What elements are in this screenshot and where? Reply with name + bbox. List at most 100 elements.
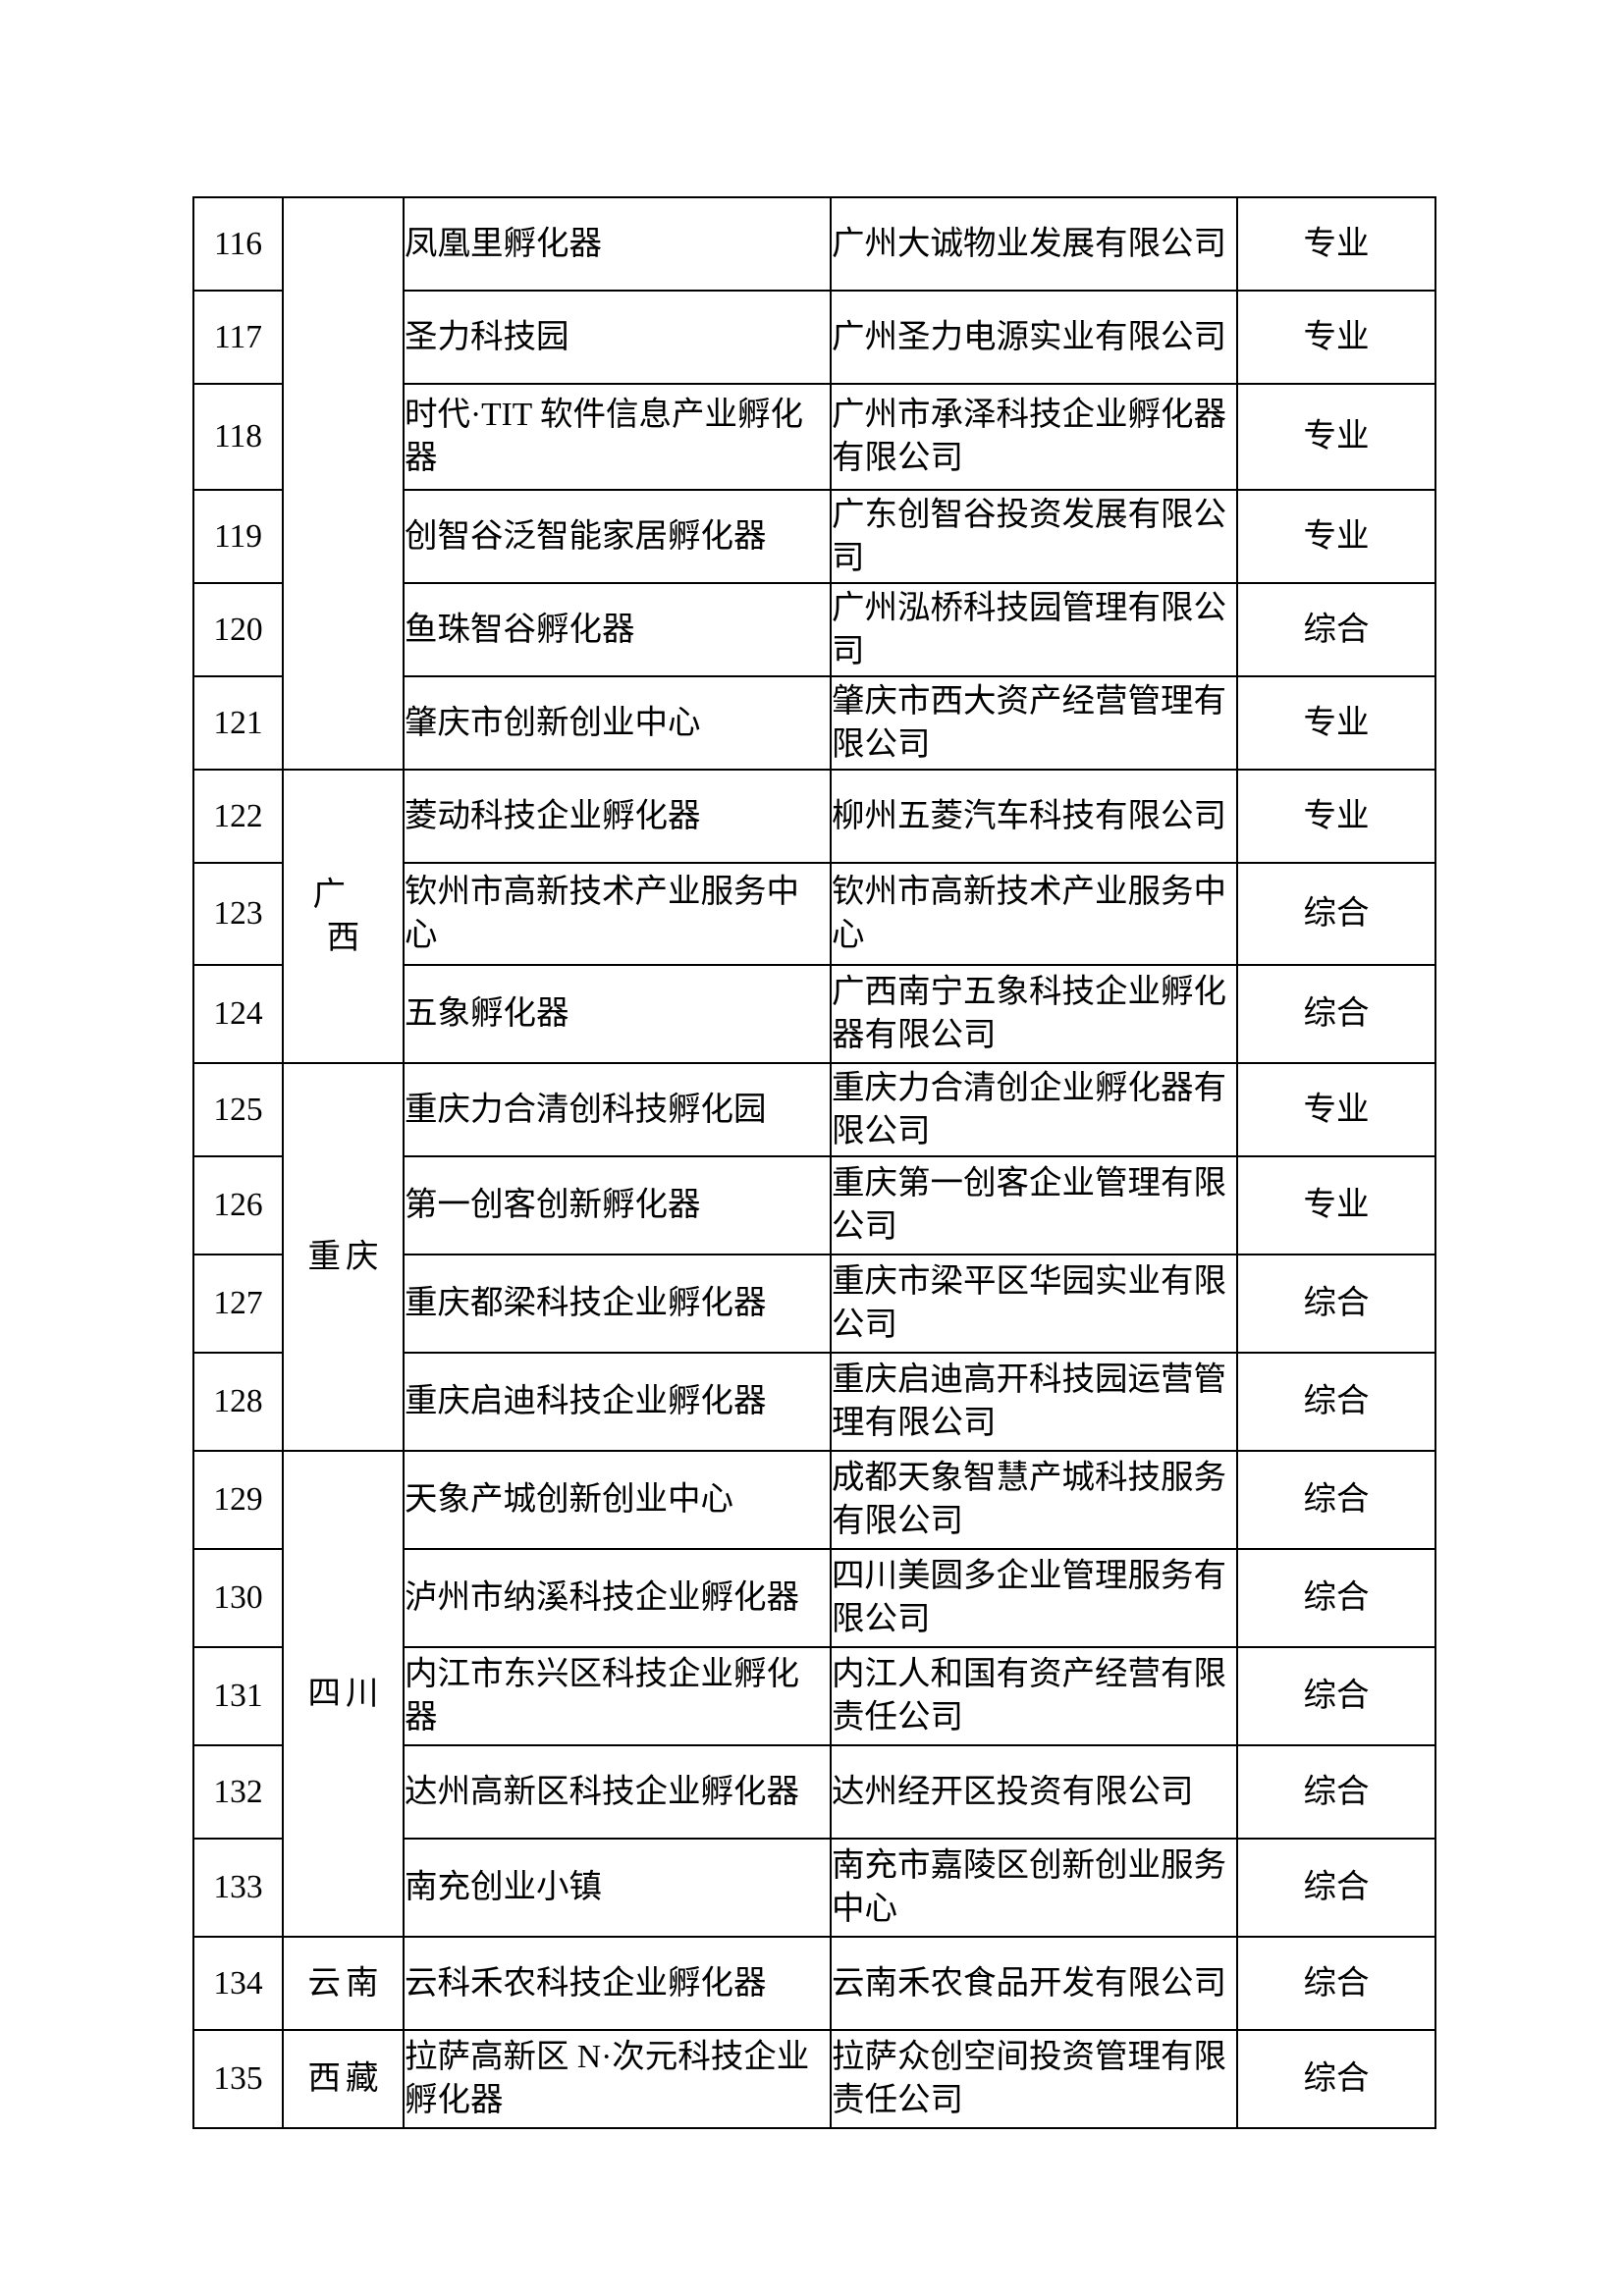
incubator-name-cell: 重庆力合清创科技孵化园 — [403, 1062, 832, 1157]
category-cell: 综合 — [1236, 1744, 1436, 1840]
table-row: 122 广西 菱动科技企业孵化器 柳州五菱汽车科技有限公司 专业 — [192, 769, 1436, 1064]
category-cell: 专业 — [1236, 196, 1436, 292]
row-number-cell: 135 — [192, 2029, 284, 2129]
row-number-cell: 123 — [192, 862, 284, 966]
company-name-cell: 广州大诚物业发展有限公司 — [830, 196, 1238, 292]
region-cell: 重庆 — [282, 1062, 405, 1452]
incubator-name-cell: 泸州市纳溪科技企业孵化器 — [403, 1548, 832, 1648]
row-number-cell: 116 — [192, 196, 284, 292]
region-label: 广西 — [312, 876, 388, 956]
row-number-cell: 132 — [192, 1744, 284, 1840]
incubator-name-cell: 南充创业小镇 — [403, 1838, 832, 1938]
table-row: 129 四川 天象产城创新创业中心 成都天象智慧产城科技服务有限公司 综合 — [192, 1450, 1436, 1938]
table-row: 117 圣力科技园 广州圣力电源实业有限公司 专业 — [192, 290, 1436, 385]
row-number-cell: 120 — [192, 582, 284, 677]
incubator-name-cell: 圣力科技园 — [403, 290, 832, 385]
region-label: 四川 — [307, 1675, 384, 1712]
table-row: 126 第一创客创新孵化器 重庆第一创客企业管理有限公司 专业 — [192, 1155, 1436, 1255]
row-number-cell: 126 — [192, 1155, 284, 1255]
company-name-cell: 肇庆市西大资产经营管理有限公司 — [830, 675, 1238, 771]
incubator-name-cell: 菱动科技企业孵化器 — [403, 769, 832, 864]
company-name-cell: 广西南宁五象科技企业孵化器有限公司 — [830, 964, 1238, 1064]
company-name-cell: 重庆市梁平区华园实业有限公司 — [830, 1254, 1238, 1354]
category-cell: 专业 — [1236, 1062, 1436, 1157]
row-number-cell: 131 — [192, 1646, 284, 1746]
company-name-cell: 广州圣力电源实业有限公司 — [830, 290, 1238, 385]
region-label: 重庆 — [307, 1238, 384, 1275]
row-number-cell: 127 — [192, 1254, 284, 1354]
category-cell: 专业 — [1236, 290, 1436, 385]
category-cell: 综合 — [1236, 1936, 1436, 2031]
category-cell: 综合 — [1236, 1352, 1436, 1452]
table-row: 123 钦州市高新技术产业服务中心 钦州市高新技术产业服务中心 综合 — [192, 862, 1436, 966]
category-cell: 综合 — [1236, 1838, 1436, 1938]
incubator-name-cell: 重庆都梁科技企业孵化器 — [403, 1254, 832, 1354]
company-name-cell: 成都天象智慧产城科技服务有限公司 — [830, 1450, 1238, 1550]
company-name-cell: 达州经开区投资有限公司 — [830, 1744, 1238, 1840]
category-cell: 综合 — [1236, 582, 1436, 677]
company-name-cell: 内江人和国有资产经营有限责任公司 — [830, 1646, 1238, 1746]
company-name-cell: 四川美圆多企业管理服务有限公司 — [830, 1548, 1238, 1648]
category-cell: 综合 — [1236, 1548, 1436, 1648]
incubator-name-cell: 重庆启迪科技企业孵化器 — [403, 1352, 832, 1452]
category-cell: 专业 — [1236, 675, 1436, 771]
incubator-name-cell: 第一创客创新孵化器 — [403, 1155, 832, 1255]
row-number-cell: 133 — [192, 1838, 284, 1938]
company-name-cell: 广州泓桥科技园管理有限公司 — [830, 582, 1238, 677]
company-name-cell: 云南禾农食品开发有限公司 — [830, 1936, 1238, 2031]
company-name-cell: 广州市承泽科技企业孵化器有限公司 — [830, 383, 1238, 491]
row-number-cell: 124 — [192, 964, 284, 1064]
table-row: 124 五象孵化器 广西南宁五象科技企业孵化器有限公司 综合 — [192, 964, 1436, 1064]
incubator-name-cell: 肇庆市创新创业中心 — [403, 675, 832, 771]
category-cell: 专业 — [1236, 1155, 1436, 1255]
table-row: 118 时代·TIT 软件信息产业孵化器 广州市承泽科技企业孵化器有限公司 专业 — [192, 383, 1436, 491]
table-row: 131 内江市东兴区科技企业孵化器 内江人和国有资产经营有限责任公司 综合 — [192, 1646, 1436, 1746]
region-cell: 四川 — [282, 1450, 405, 1938]
row-number-cell: 122 — [192, 769, 284, 864]
table-row: 127 重庆都梁科技企业孵化器 重庆市梁平区华园实业有限公司 综合 — [192, 1254, 1436, 1354]
row-number-cell: 125 — [192, 1062, 284, 1157]
incubator-table: 116 凤凰里孵化器 广州大诚物业发展有限公司 专业 117 圣力科技园 广州圣… — [192, 196, 1436, 2129]
company-name-cell: 重庆力合清创企业孵化器有限公司 — [830, 1062, 1238, 1157]
table-row: 121 肇庆市创新创业中心 肇庆市西大资产经营管理有限公司 专业 — [192, 675, 1436, 771]
category-cell: 综合 — [1236, 1254, 1436, 1354]
row-number-cell: 117 — [192, 290, 284, 385]
region-label: 云南 — [307, 1964, 384, 2002]
table-row: 130 泸州市纳溪科技企业孵化器 四川美圆多企业管理服务有限公司 综合 — [192, 1548, 1436, 1648]
company-name-cell: 拉萨众创空间投资管理有限责任公司 — [830, 2029, 1238, 2129]
incubator-name-cell: 云科禾农科技企业孵化器 — [403, 1936, 832, 2031]
category-cell: 综合 — [1236, 1646, 1436, 1746]
category-cell: 综合 — [1236, 964, 1436, 1064]
region-cell: 西藏 — [282, 2029, 405, 2129]
incubator-name-cell: 拉萨高新区 N·次元科技企业孵化器 — [403, 2029, 832, 2129]
company-name-cell: 重庆启迪高开科技园运营管理有限公司 — [830, 1352, 1238, 1452]
category-cell: 专业 — [1236, 489, 1436, 584]
region-cell — [282, 196, 405, 771]
category-cell: 综合 — [1236, 2029, 1436, 2129]
company-name-cell: 南充市嘉陵区创新创业服务中心 — [830, 1838, 1238, 1938]
row-number-cell: 121 — [192, 675, 284, 771]
table-row: 116 凤凰里孵化器 广州大诚物业发展有限公司 专业 — [192, 196, 1436, 771]
category-cell: 综合 — [1236, 862, 1436, 966]
table-row: 133 南充创业小镇 南充市嘉陵区创新创业服务中心 综合 — [192, 1838, 1436, 1938]
company-name-cell: 柳州五菱汽车科技有限公司 — [830, 769, 1238, 864]
incubator-name-cell: 凤凰里孵化器 — [403, 196, 832, 292]
incubator-name-cell: 五象孵化器 — [403, 964, 832, 1064]
region-label: 西藏 — [307, 2060, 384, 2097]
table-row: 134 云南 云科禾农科技企业孵化器 云南禾农食品开发有限公司 综合 — [192, 1936, 1436, 2031]
row-number-cell: 130 — [192, 1548, 284, 1648]
table-row: 128 重庆启迪科技企业孵化器 重庆启迪高开科技园运营管理有限公司 综合 — [192, 1352, 1436, 1452]
category-cell: 专业 — [1236, 383, 1436, 491]
row-number-cell: 119 — [192, 489, 284, 584]
table-row: 119 创智谷泛智能家居孵化器 广东创智谷投资发展有限公司 专业 — [192, 489, 1436, 584]
company-name-cell: 重庆第一创客企业管理有限公司 — [830, 1155, 1238, 1255]
category-cell: 综合 — [1236, 1450, 1436, 1550]
company-name-cell: 钦州市高新技术产业服务中心 — [830, 862, 1238, 966]
table-row: 132 达州高新区科技企业孵化器 达州经开区投资有限公司 综合 — [192, 1744, 1436, 1840]
incubator-name-cell: 鱼珠智谷孵化器 — [403, 582, 832, 677]
incubator-name-cell: 创智谷泛智能家居孵化器 — [403, 489, 832, 584]
incubator-name-cell: 钦州市高新技术产业服务中心 — [403, 862, 832, 966]
incubator-name-cell: 天象产城创新创业中心 — [403, 1450, 832, 1550]
row-number-cell: 128 — [192, 1352, 284, 1452]
